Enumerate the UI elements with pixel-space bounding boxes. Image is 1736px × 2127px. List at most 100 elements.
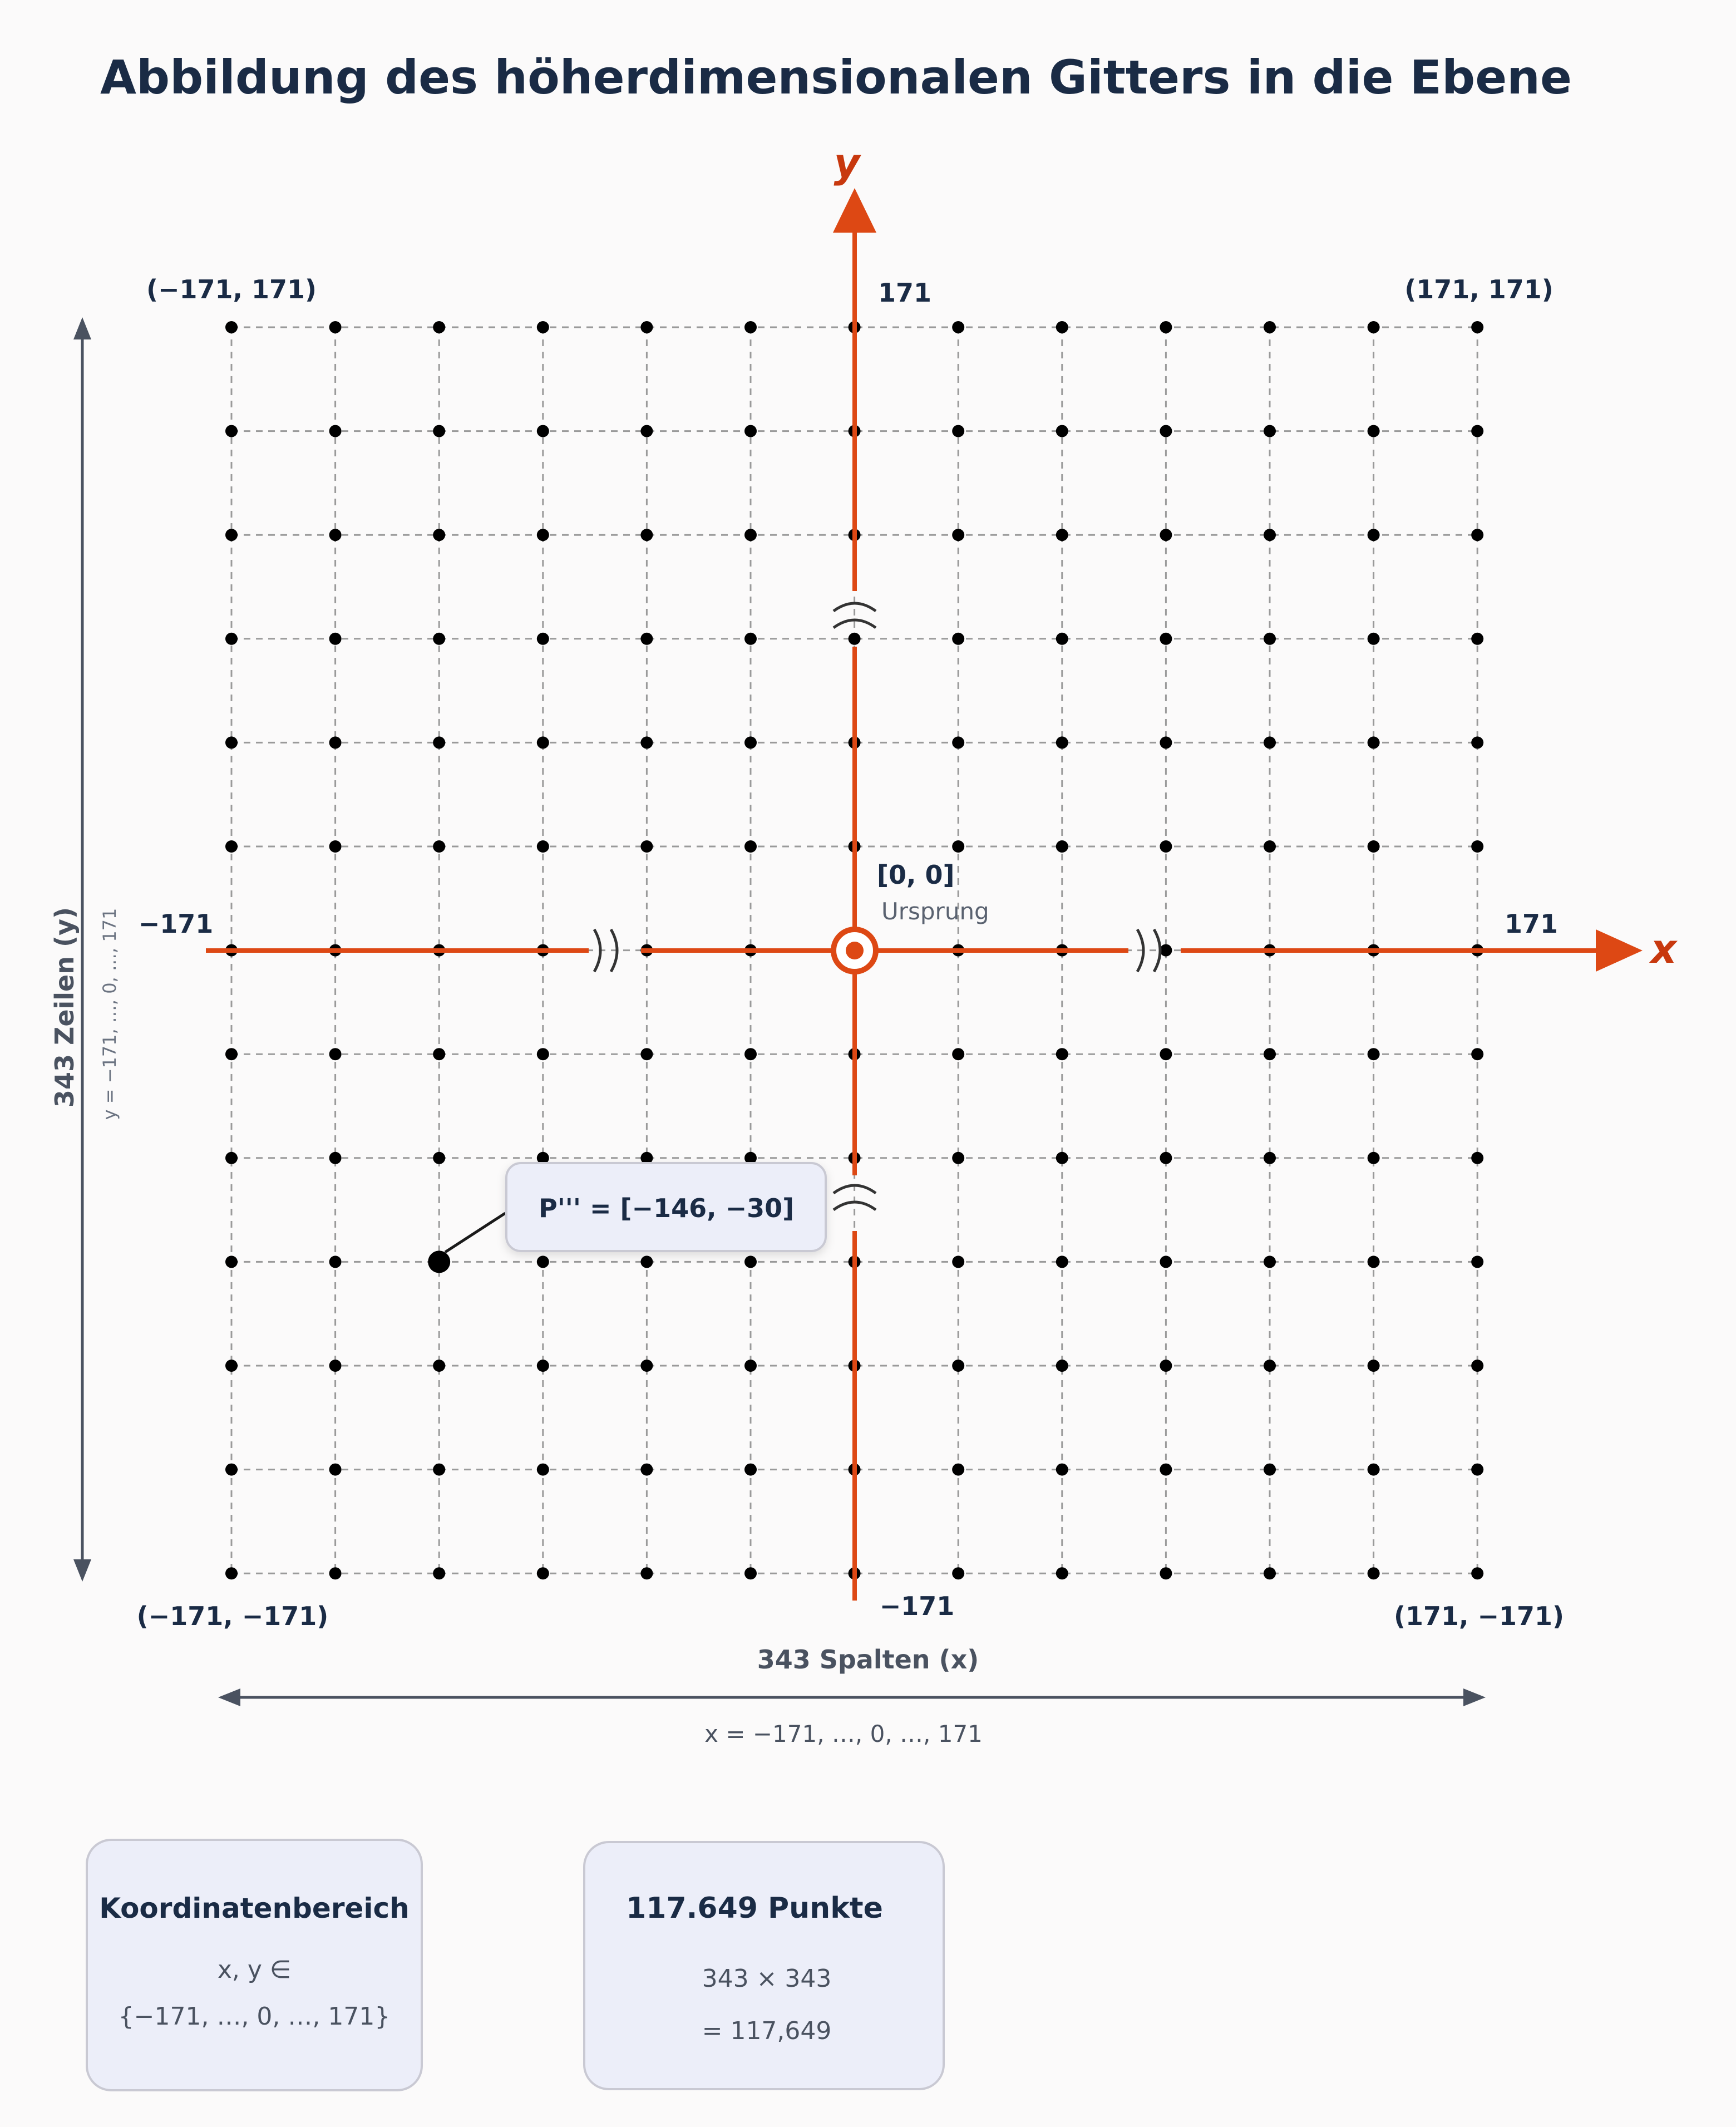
grid-point [433, 1463, 446, 1476]
grid-point [536, 1048, 549, 1061]
grid-point [1264, 1151, 1276, 1164]
origin-caption: Ursprung [881, 898, 989, 925]
grid-point [1160, 1360, 1172, 1372]
grid-point [640, 1048, 653, 1061]
grid-point [329, 840, 342, 853]
origin-label: [0, 0] [877, 860, 955, 890]
grid-point [1056, 632, 1068, 645]
grid-point [744, 1567, 757, 1580]
info-box-point-count: 117.649 Punkte 343 × 343 = 117,649 [583, 1841, 945, 2090]
grid-point [640, 1360, 653, 1372]
grid-point [640, 840, 653, 853]
grid-point [329, 425, 342, 437]
grid-point [1056, 840, 1068, 853]
grid-point [1264, 1463, 1276, 1476]
grid-point [329, 529, 342, 541]
grid-point [1471, 425, 1484, 437]
grid-point [640, 529, 653, 541]
grid-point [1160, 1255, 1172, 1268]
corner-label-bottom-left: (−171, −171) [137, 1601, 329, 1631]
y-axis [832, 188, 877, 1601]
grid-point [329, 321, 342, 333]
columns-range: x = −171, …, 0, …, 171 [704, 1720, 983, 1747]
grid-point [433, 321, 446, 333]
grid-point [744, 1360, 757, 1372]
grid-point [225, 632, 238, 645]
grid-point [1471, 736, 1484, 749]
grid-point [1160, 944, 1172, 957]
grid-point [1160, 425, 1172, 437]
point-leader-line [444, 1212, 506, 1254]
y-axis-min-label: −171 [880, 1591, 955, 1621]
info-box-line: {−171, …, 0, …, 171} [119, 2002, 391, 2031]
grid-point [1471, 1463, 1484, 1476]
grid-point [1056, 529, 1068, 541]
page-title: Abbildung des höherdimensionalen Gitters… [100, 50, 1572, 105]
rows-dimension-arrow [73, 317, 91, 1582]
grid-point [1160, 632, 1172, 645]
grid-point [744, 1048, 757, 1061]
info-box-line: = 117,649 [702, 2017, 832, 2045]
grid-point [640, 1255, 653, 1268]
grid-point [1367, 529, 1380, 541]
grid-point [1367, 1151, 1380, 1164]
grid-point [433, 1360, 446, 1372]
grid-point [744, 1463, 757, 1476]
grid-point [1160, 529, 1172, 541]
grid-point [225, 736, 238, 749]
grid-point [1056, 1048, 1068, 1061]
grid-point [1367, 1255, 1380, 1268]
grid-point [433, 1048, 446, 1061]
grid-point [1471, 632, 1484, 645]
grid-point [1056, 1151, 1068, 1164]
grid-point [1367, 1360, 1380, 1372]
y-axis-arrow-icon [833, 188, 876, 233]
grid-point [329, 1255, 342, 1268]
info-box-coordinate-range: Koordinatenbereich x, y ∈ {−171, …, 0, …… [86, 1839, 423, 2091]
y-axis-break-bottom-icon [832, 1184, 877, 1212]
grid-point [1264, 425, 1276, 437]
grid-point [433, 529, 446, 541]
grid-point [433, 1151, 446, 1164]
grid-point [1367, 736, 1380, 749]
grid-point [1056, 425, 1068, 437]
grid-point [952, 632, 965, 645]
grid-point [1160, 1567, 1172, 1580]
grid-point [952, 321, 965, 333]
grid-point [536, 840, 549, 853]
grid-point [744, 632, 757, 645]
grid-point [536, 1151, 549, 1164]
grid-point [1264, 840, 1276, 853]
grid-point [329, 1463, 342, 1476]
x-axis-max-label: 171 [1505, 909, 1558, 939]
grid-point [1471, 529, 1484, 541]
grid-point [952, 529, 965, 541]
grid-point [1264, 736, 1276, 749]
x-axis-break-left-icon [593, 928, 619, 973]
grid-point [536, 736, 549, 749]
grid-point [1056, 1463, 1068, 1476]
grid-point [1160, 1048, 1172, 1061]
grid-point [744, 529, 757, 541]
grid-point [536, 632, 549, 645]
rows-range: y = −171, …, 0, …, 171 [99, 908, 120, 1120]
grid-point [640, 1567, 653, 1580]
grid-point [744, 425, 757, 437]
grid-point [1471, 1255, 1484, 1268]
grid-point [1264, 1360, 1276, 1372]
grid-point [1367, 321, 1380, 333]
grid-point [1471, 1151, 1484, 1164]
grid-point [433, 840, 446, 853]
rows-label: 343 Zeilen (y) [50, 907, 80, 1107]
grid-point [536, 1463, 549, 1476]
info-box-line: x, y ∈ [218, 1956, 291, 1984]
x-axis [206, 928, 1643, 973]
grid-point [1056, 1567, 1068, 1580]
grid-point [536, 1567, 549, 1580]
y-axis-break-top-icon [832, 602, 877, 629]
grid-point [952, 1463, 965, 1476]
grid-point [1471, 1567, 1484, 1580]
x-axis-arrow-icon [1596, 929, 1643, 972]
grid-point [744, 1255, 757, 1268]
grid-point [225, 1567, 238, 1580]
